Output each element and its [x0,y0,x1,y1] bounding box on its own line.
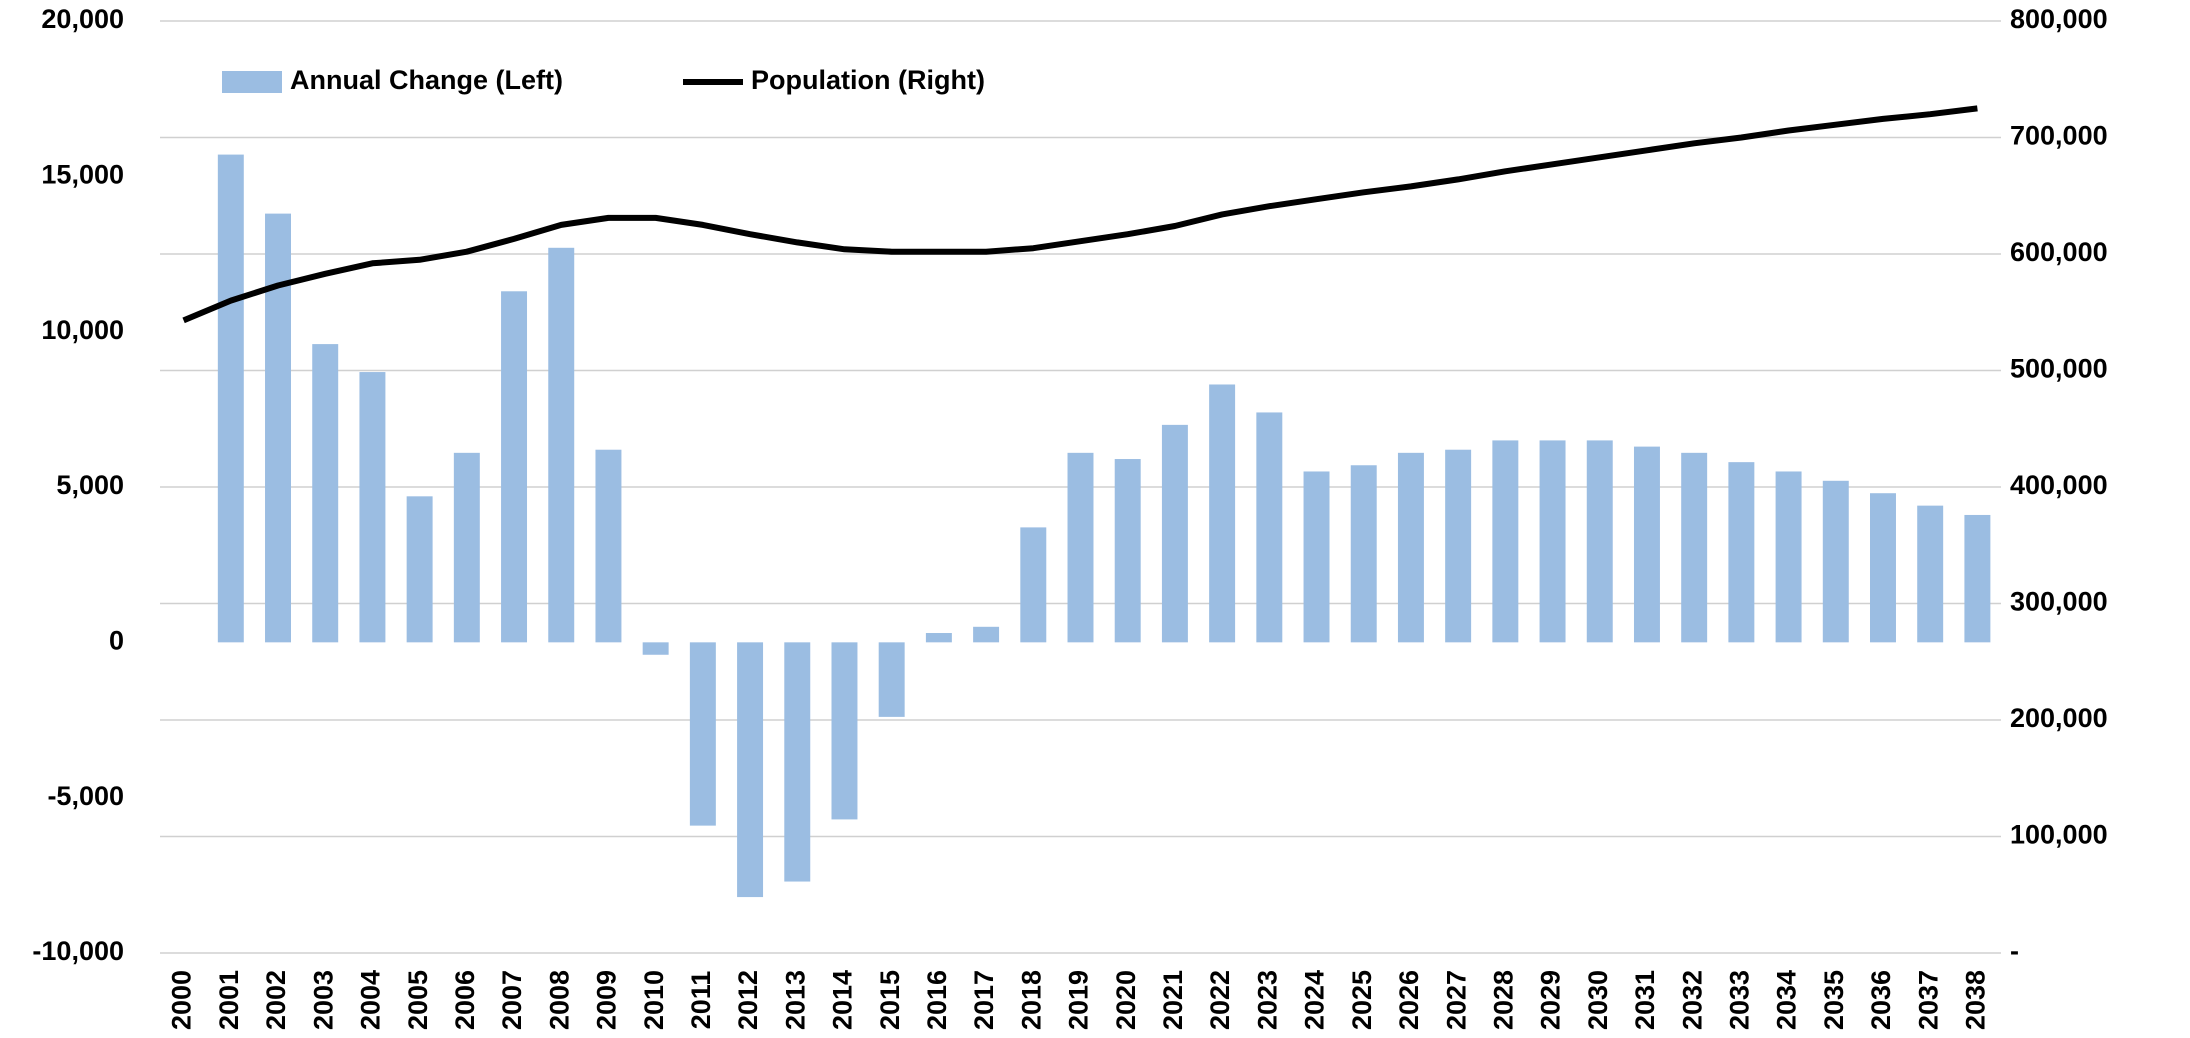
y-tick-label: 15,000 [41,159,124,189]
bar [925,633,952,643]
x-tick-label: 2019 [1064,970,1094,1030]
x-tick-label: 2012 [733,970,763,1030]
x-tick-label: 2003 [308,970,338,1030]
x-tick-label: 2001 [214,970,244,1030]
x-tick-label: 2007 [497,970,527,1030]
y2-tick-label: 100,000 [2010,820,2108,850]
y-tick-label: 5,000 [56,470,124,500]
bar [1870,493,1896,643]
bar [1681,452,1708,643]
bar [689,642,716,826]
x-tick-label: 2010 [639,970,669,1030]
x-tick-label: 2029 [1536,970,1566,1030]
x-tick-label: 2020 [1111,970,1141,1030]
x-tick-label: 2028 [1488,970,1518,1030]
y-tick-label: -10,000 [32,936,124,966]
bar [973,626,1000,643]
bar [642,642,669,655]
bar [1350,465,1377,643]
bar [1067,452,1094,643]
x-tick-label: 2032 [1677,970,1707,1030]
y2-tick-label: 200,000 [2010,703,2108,733]
y2-tick-label: 600,000 [2010,237,2108,267]
x-tick-label: 2026 [1394,970,1424,1030]
x-tick-label: 2023 [1252,970,1282,1030]
bar [359,372,386,643]
legend-label: Annual Change (Left) [290,65,563,95]
x-tick-label: 2009 [592,970,622,1030]
x-tick-label: 2014 [828,970,858,1030]
y-tick-label: 10,000 [41,315,124,345]
x-tick-label: 2006 [450,970,480,1030]
x-tick-label: 2030 [1583,970,1613,1030]
y2-tick-label: 300,000 [2010,587,2108,617]
x-tick-label: 2038 [1961,970,1991,1030]
x-tick-label: 2017 [969,970,999,1030]
bar [595,449,622,643]
bar [1020,527,1047,643]
x-tick-label: 2011 [686,971,716,1030]
x-tick-label: 2034 [1772,970,1802,1030]
x-tick-label: 2013 [780,970,810,1030]
x-tick-label: 2005 [403,970,433,1030]
bar [1303,471,1330,643]
bar [1114,459,1141,643]
x-tick-label: 2035 [1819,970,1849,1030]
bar [878,642,905,717]
bar [737,642,764,898]
line [182,105,1978,324]
bar [1209,384,1236,643]
bar [1917,505,1944,643]
x-tick-label: 2021 [1158,970,1188,1030]
bar [1822,480,1849,643]
bar [1633,446,1660,643]
bar [1586,440,1613,643]
bar [1728,462,1755,643]
bar [784,642,811,882]
x-tick-label: 2015 [875,970,905,1030]
bar [1256,412,1283,643]
legend: Annual Change (Left) Population (Right) [222,65,985,95]
bar [1445,449,1472,643]
y2-tick-label: 500,000 [2010,354,2108,384]
x-tick-label: 2037 [1913,970,1943,1030]
y-tick-label: 20,000 [41,4,124,34]
x-tick-label: 2025 [1347,970,1377,1030]
x-tick-label: 2008 [544,970,574,1030]
x-tick-label: 2000 [167,970,197,1030]
x-tick-label: 2027 [1441,970,1471,1030]
x-tick-label: 2018 [1016,970,1046,1030]
bar [217,154,244,643]
bar [265,213,291,643]
bar [1539,440,1566,643]
y2-tick-label: 700,000 [2010,121,2108,151]
x-tick-label: 2036 [1866,970,1896,1030]
x-tick-label: 2002 [261,970,291,1030]
x-tick-label: 2004 [356,970,386,1030]
bar [406,496,433,643]
y2-tick-label: 800,000 [2010,4,2108,34]
bar [1397,452,1424,643]
bar [453,452,480,643]
bar [548,247,575,643]
bar [1161,424,1188,643]
x-tick-label: 2022 [1205,970,1235,1030]
legend-swatch [222,71,282,93]
x-tick-label: 2033 [1724,970,1754,1030]
legend-label: Population (Right) [751,65,985,95]
x-tick-label: 2031 [1630,970,1660,1030]
y-tick-label: 0 [109,625,124,655]
x-tick-label: 2024 [1300,970,1330,1030]
bar [1964,514,1991,643]
y2-tick-label: - [2010,936,2019,966]
y-tick-label: -5,000 [47,781,124,811]
bar [501,291,528,643]
bar [1775,471,1802,643]
bar [831,642,858,820]
y2-tick-label: 400,000 [2010,470,2108,500]
x-tick-label: 2016 [922,970,952,1030]
bar [1492,440,1519,643]
bar [312,344,339,643]
